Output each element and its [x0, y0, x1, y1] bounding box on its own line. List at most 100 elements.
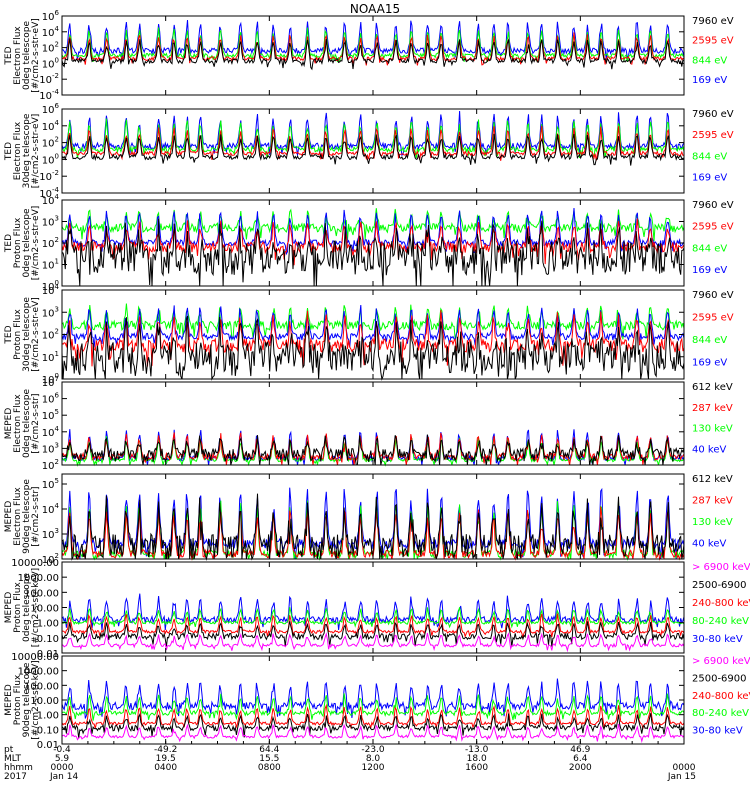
series-2500-6900-line	[61, 712, 685, 739]
y-tick-label: 0.01	[37, 740, 59, 751]
x-tick-label: 64.4	[259, 745, 279, 755]
series-240-800-kev-line	[61, 703, 685, 731]
y-tick-label: 10-4	[39, 186, 59, 200]
x-tick-label: 46.9	[570, 745, 590, 755]
legend-entry: 169 eV	[692, 172, 727, 183]
legend-entry: 7960 eV	[692, 290, 734, 301]
series--6900-kev-line	[61, 632, 685, 653]
y-axis-label: Electron Flux	[13, 121, 23, 180]
y-axis-label: Proton Flux	[13, 674, 23, 725]
y-tick-label: 10.00	[30, 604, 59, 615]
y-tick-label: 106	[42, 102, 60, 116]
x-tick-label: Jan 14	[49, 772, 78, 782]
y-axis-label: [#/cm2-s-str-keV]	[31, 568, 41, 647]
y-axis-label: [#/cm2-s-str]	[31, 393, 41, 453]
y-tick-label: 100	[42, 152, 59, 166]
x-tick-label: 1200	[362, 763, 385, 773]
y-tick-label: 10.00	[30, 696, 59, 707]
legend-entry: 844 eV	[692, 55, 727, 66]
x-tick-label: 2000	[569, 763, 592, 773]
legend-entry: 130 keV	[692, 424, 733, 435]
legend-entry: 2595 eV	[692, 130, 734, 141]
legend-entry: 612 keV	[692, 382, 733, 393]
series-169-ev-line	[61, 207, 685, 256]
panel-6: 102 103 104 105 MEPED Electron Flux 90deg tele…	[4, 473, 733, 566]
y-tick-label: 101	[42, 258, 59, 272]
legend-entry: 130 keV	[692, 517, 733, 528]
legend-entry: 7960 eV	[692, 200, 734, 211]
series-7960-ev-line	[61, 133, 685, 166]
y-axis-label: MEPED	[4, 501, 14, 533]
y-tick-label: 100.00	[24, 588, 59, 599]
legend-entry: 2595 eV	[692, 222, 734, 233]
y-tick-label: 104	[42, 119, 60, 133]
y-tick-label: 101	[42, 350, 59, 364]
panel-background	[62, 562, 684, 653]
legend-entry: 80-240 keV	[692, 708, 749, 719]
y-tick-label: 100	[42, 372, 59, 386]
y-axis-label: [#/cm2-s-str]	[31, 486, 41, 546]
series--6900-kev-line	[61, 723, 685, 744]
series-169-ev-line	[61, 19, 685, 61]
series-844-ev-line	[61, 208, 685, 242]
time-row-label: pt	[4, 745, 14, 755]
legend-entry: 169 eV	[692, 358, 727, 369]
y-axis-label: [#/cm2-s-str-eV]	[31, 206, 41, 281]
series-80-240-kev-line	[61, 607, 685, 629]
y-tick-label: 103	[42, 215, 59, 229]
y-tick-label: 103	[42, 441, 59, 455]
y-axis-label: [#/cm2-s-str-keV]	[31, 660, 41, 739]
legend-entry: 40 keV	[692, 538, 726, 549]
y-tick-label: 102	[42, 328, 59, 342]
legend-entry: 30-80 keV	[692, 634, 743, 645]
y-tick-label: 10000.00	[11, 652, 59, 663]
y-tick-label: 10-2	[39, 169, 59, 183]
x-tick-label: -23.0	[361, 745, 385, 755]
y-axis-label: 0deg telescope	[22, 21, 32, 91]
y-tick-label: 1.00	[37, 711, 59, 722]
y-tick-label: 1000.00	[18, 573, 59, 584]
legend-entry: 2595 eV	[692, 313, 734, 324]
y-axis-label: Electron Flux	[13, 394, 23, 453]
series-80-240-kev-line	[61, 693, 685, 721]
y-tick-label: 104	[42, 193, 60, 207]
y-axis-label: 30deg telescope	[22, 113, 32, 188]
legend-entry: 169 eV	[692, 265, 727, 276]
y-tick-label: 100	[42, 279, 59, 293]
x-tick-label: 1600	[465, 763, 488, 773]
y-tick-label: 0.01	[37, 649, 59, 660]
legend-entry: 240-800 keV	[692, 691, 750, 702]
y-tick-label: 10-4	[39, 88, 59, 102]
y-axis-label: Proton Flux	[13, 217, 23, 268]
y-axis-label: MEPED	[4, 408, 14, 440]
y-tick-label: 10000.00	[11, 558, 59, 569]
panel-4: 100 101 102 103 104 TED Proton Flux 30deg teles…	[4, 283, 734, 386]
x-tick-label: 6.4	[573, 754, 588, 764]
legend-entry: 2500-6900	[692, 580, 747, 591]
legend-entry: 30-80 keV	[692, 726, 743, 737]
y-axis-label: TED	[4, 234, 14, 253]
x-tick-label: 0000	[673, 763, 696, 773]
y-tick-label: 10-2	[39, 72, 59, 86]
legend-entry: 240-800 keV	[692, 598, 750, 609]
y-tick-label: 103	[42, 305, 59, 319]
panel-3: 100 101 102 103 104 TED Proton Flux 0deg telesc…	[4, 193, 734, 293]
legend-entry: 7960 eV	[692, 16, 734, 27]
y-axis-label: 30deg telescope	[22, 297, 32, 372]
legend-entry: > 6900 keV	[692, 656, 750, 667]
x-tick-label: -49.2	[154, 745, 177, 755]
y-tick-label: 107	[42, 375, 59, 389]
series-2595-ev-line	[61, 310, 685, 369]
series-2500-6900-line	[61, 621, 685, 647]
panel-2: 10-4 10-2 100 102 104 106 TED Electron Flux 30de…	[4, 102, 734, 200]
legend-entry: 287 keV	[692, 403, 733, 414]
series-169-ev-line	[61, 110, 685, 157]
time-row-label: hhmm	[4, 763, 33, 773]
y-axis-label: 0deg telescope	[22, 389, 32, 459]
series-612-kev-line	[61, 434, 685, 466]
y-tick-label: 102	[42, 236, 59, 250]
y-axis-label: [#/cm2-s-str-eV]	[31, 297, 41, 372]
legend-entry: > 6900 keV	[692, 562, 750, 573]
